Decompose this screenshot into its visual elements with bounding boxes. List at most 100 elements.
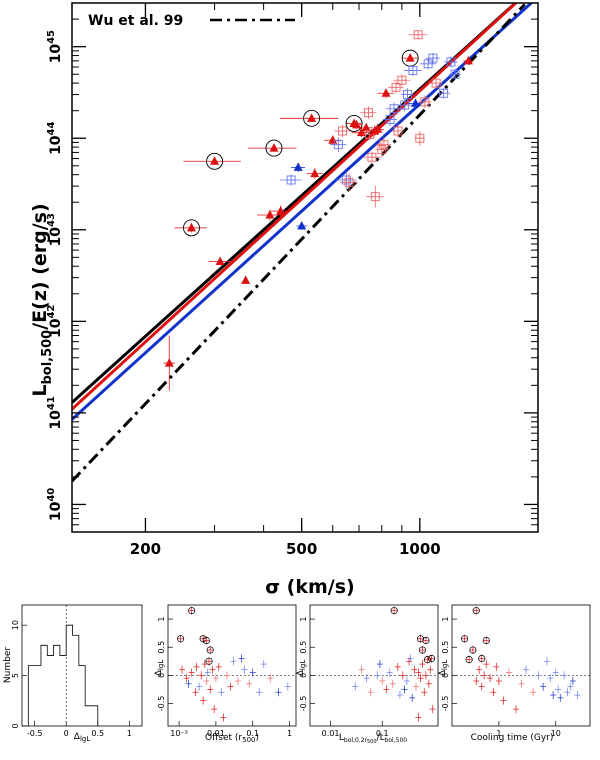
panel-point [555,685,562,694]
panel-point [495,676,502,685]
circle-highlight [206,152,224,170]
data-point [436,87,451,99]
panel-point [422,636,430,645]
triangle-marker [241,275,251,284]
panel-point [177,634,185,643]
hist-x-tick-label: 0 [64,729,69,738]
panel-y-tick-label: -0.5 [441,696,450,712]
panel-point [535,671,542,680]
data-point [270,205,291,217]
panel-point [401,685,408,694]
triangle-marker [352,119,362,129]
panel-point [552,668,559,677]
panel-point [220,713,227,722]
panel-point [218,688,225,697]
lumratio-xlabel: Lbol,0.2r500/Lbol,500 [339,733,407,745]
data-point [366,185,384,208]
main-ylabel-sub: bol,500 [40,330,55,385]
data-point [345,115,363,132]
triangle-marker [381,88,391,97]
panel-y-tick-label: 0 [441,673,450,678]
panel-point [396,691,403,700]
data-point [382,113,398,126]
circle-highlight [183,219,200,237]
triangle-marker [463,55,473,65]
fit-line-3 [72,3,526,483]
panel-circle-highlight [482,636,490,645]
offset-ylabel: ΔlgL [154,660,165,677]
panel-y-tick-label: 0.5 [299,641,308,654]
hist-y-tick-label: 5 [11,673,20,678]
data-point [279,174,302,186]
data-point [208,256,231,266]
panel-circle-highlight [469,646,477,654]
panel-point [483,660,490,669]
data-point [291,162,306,172]
panel-point [284,682,291,691]
panel-point [223,671,230,680]
main-ylabel-tail: /E(z) (erg/s) [29,203,51,329]
panel-point [209,665,216,674]
triangle-marker [310,168,320,178]
hist-xlabel: ΔlgL [74,732,91,743]
data-point [392,123,404,139]
panel-y-tick-label: -0.5 [157,696,166,712]
panel-y-tick-label: 1 [441,617,450,622]
panel-point [192,688,199,697]
panel-point [235,676,242,685]
panel-point [178,665,185,674]
panel-point [256,688,263,697]
data-point [393,74,411,86]
y-tick-label: 1044 [46,121,64,154]
data-point [334,124,351,138]
panel-point [246,679,253,688]
panel-point [215,662,222,671]
panel-circle-highlight [472,607,480,615]
panel-1-marks: 0.01 0.1 -0.5 0 0.5 1 [299,604,439,738]
data-point [425,52,440,64]
triangle-marker [361,122,371,132]
svg-text:Lbol,500/E(z) (erg/s): Lbol,500/E(z) (erg/s) [29,203,55,396]
panel-point [409,693,416,702]
panel-point [574,691,581,700]
panel-point [399,671,406,680]
triangle-marker [215,256,225,266]
data-point [463,55,474,65]
panel-y-tick-label: 0 [299,673,308,678]
x-tick-label: 1000 [399,540,441,558]
triangle-marker [411,98,421,107]
panel-point [543,657,550,666]
panel-point [416,634,425,643]
fit-line-1 [72,3,519,411]
panel-point [567,682,574,691]
panel-point [238,654,245,663]
panel-point [427,654,436,663]
data-point [377,88,395,98]
panel-point [200,696,207,705]
panel-x-tick-label: 1 [496,729,501,738]
data-point [443,56,458,68]
cooling-ylabel: ΔlgL [438,660,449,677]
panel-point [390,606,398,615]
panel-point [518,679,525,688]
data-point [385,102,402,116]
lumratio-ylabel: ΔlgL [296,660,307,677]
panel-point [403,676,410,685]
panel-circle-highlight [390,607,398,615]
panel-point [374,671,381,680]
hist-y-tick-label: 0 [11,723,20,728]
panel-circle-highlight [206,646,214,654]
panel-point [227,682,234,691]
y-tick-label: 1040 [46,488,64,521]
panel-point [363,674,370,683]
fit-line-2 [72,3,534,421]
panel-point [476,665,483,674]
panel-point [465,655,473,664]
panel-point [205,657,213,666]
panel-point [481,671,488,680]
panel-point [561,671,568,680]
panel-y-tick-label: 0 [157,673,166,678]
panel-point [207,685,214,694]
panel-x-tick-label: 0.1 [376,729,389,738]
data-point [401,49,419,67]
